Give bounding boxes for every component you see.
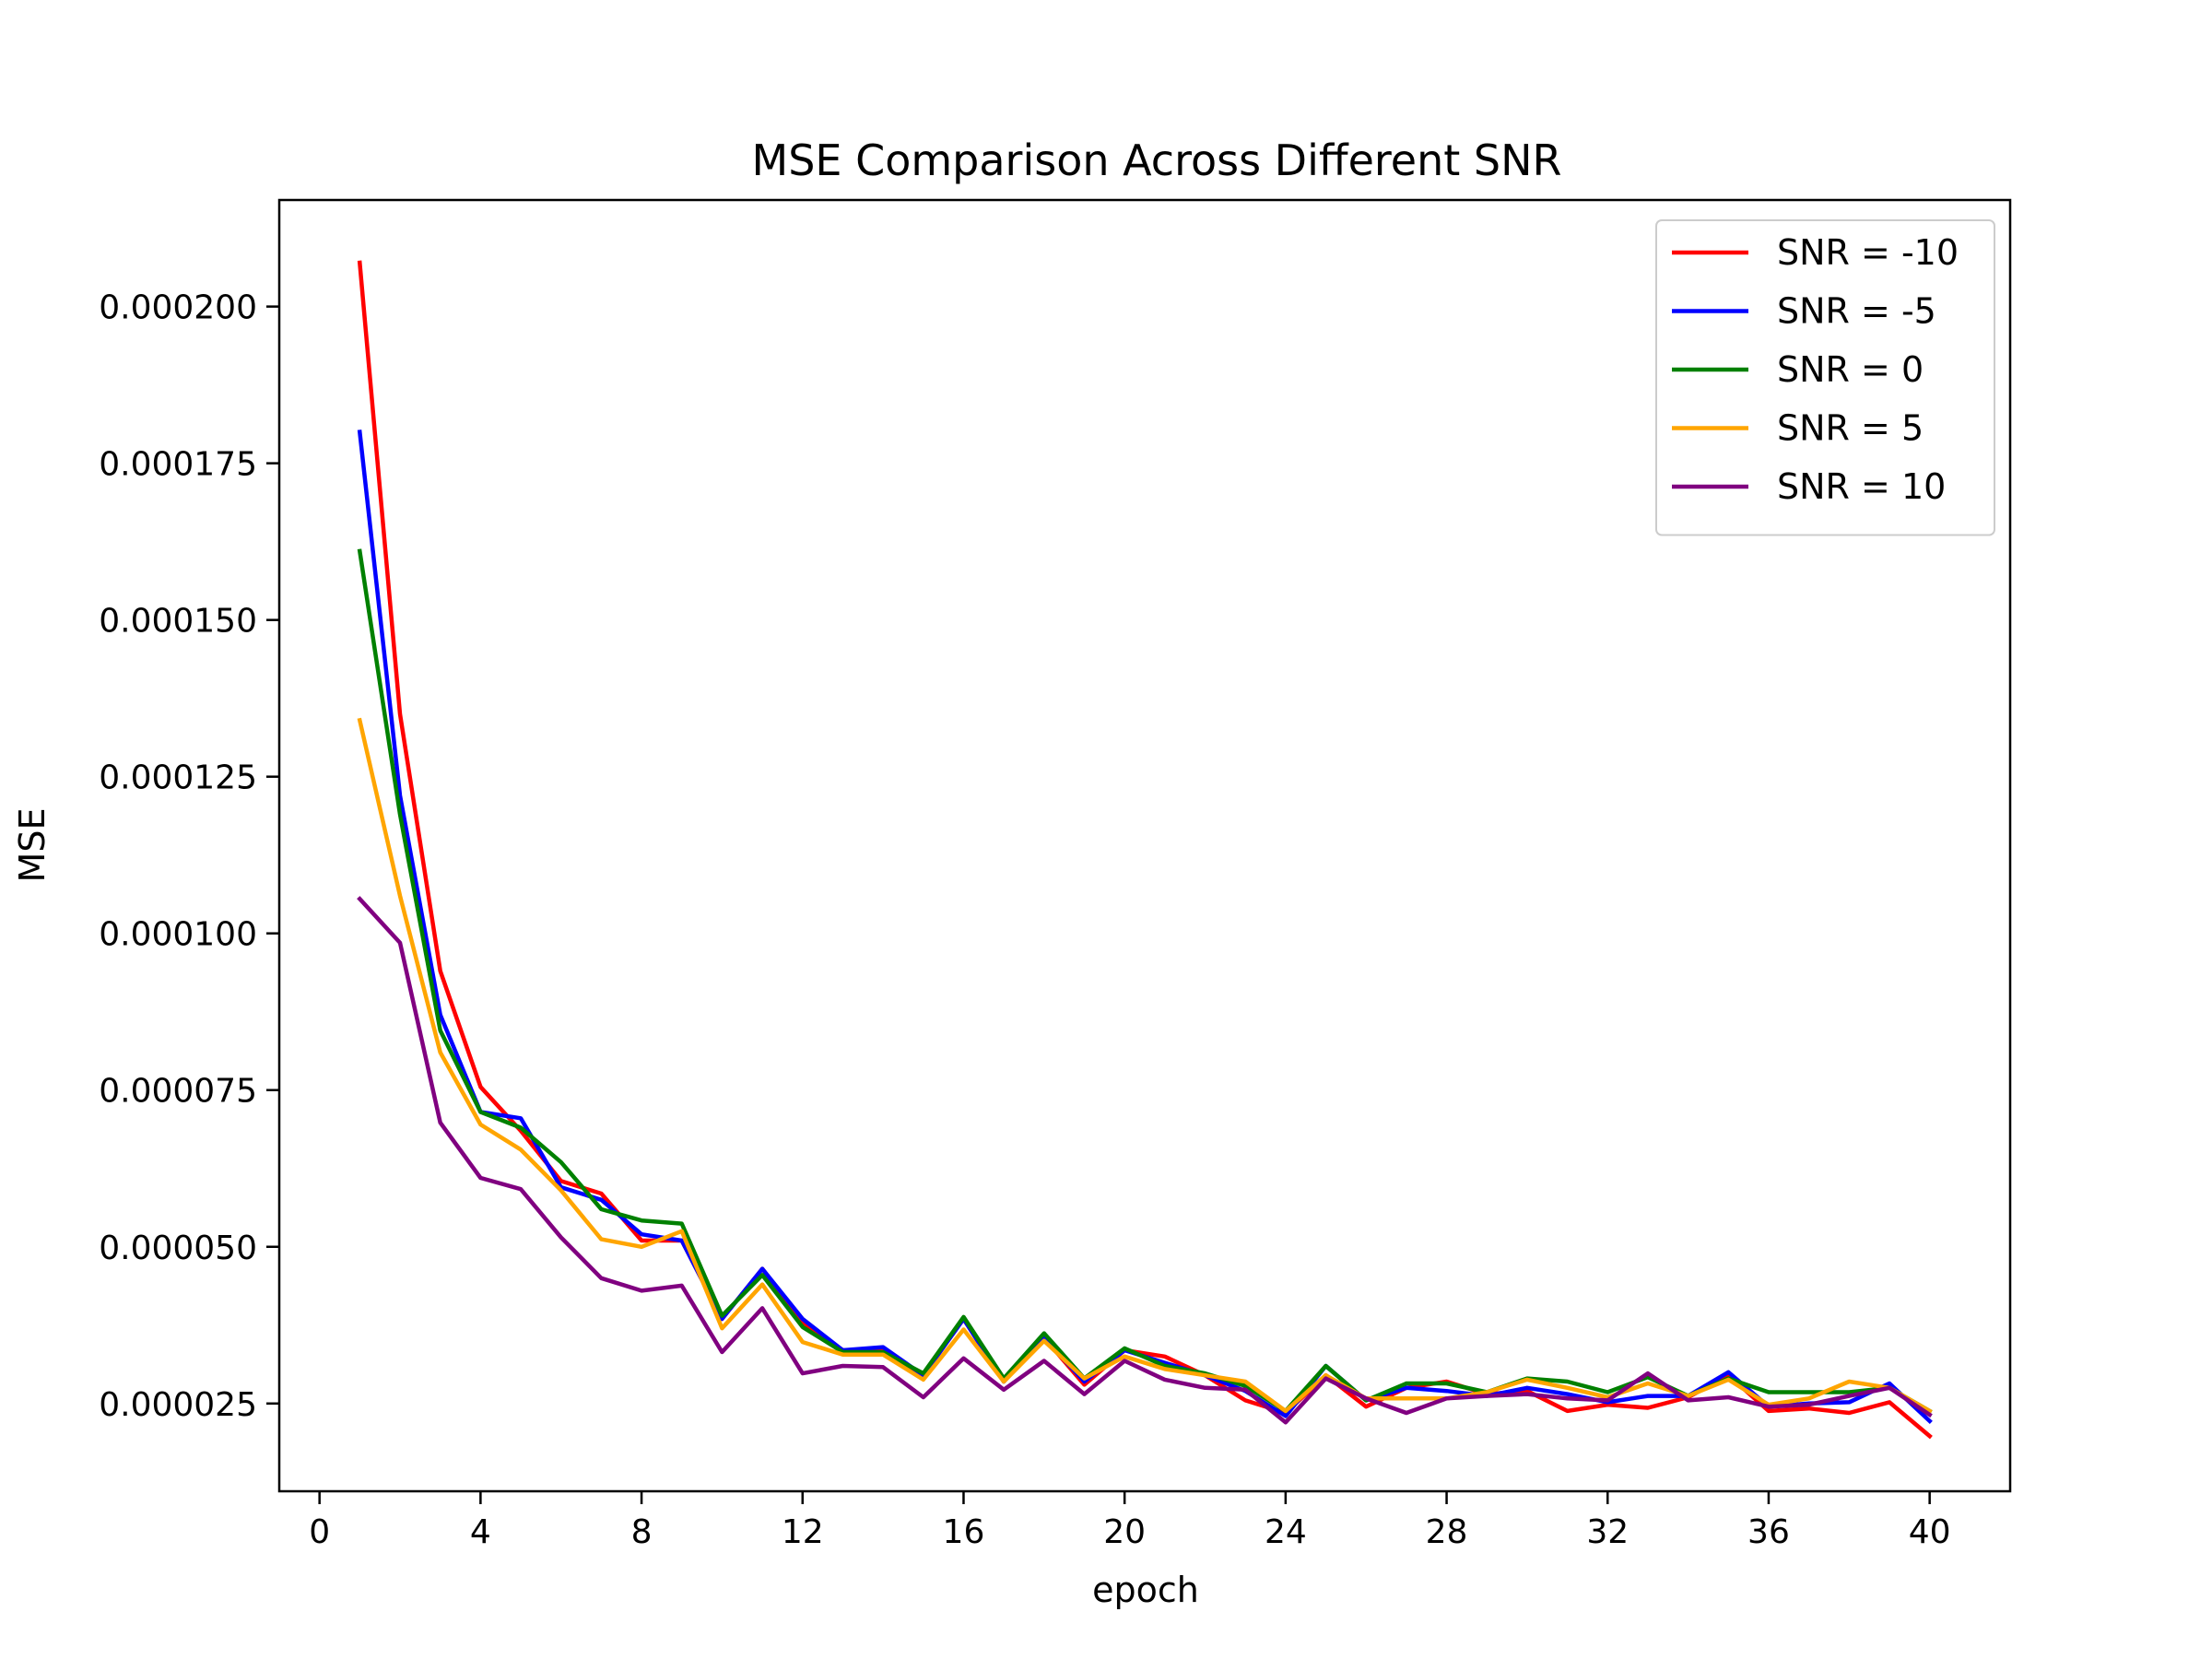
series-line-4 — [357, 896, 1933, 1425]
x-tick-label: 36 — [1747, 1513, 1790, 1551]
legend-label-1: SNR = -5 — [1777, 291, 1936, 332]
legend-label-0: SNR = -10 — [1777, 232, 1959, 273]
x-tick-label: 40 — [1909, 1513, 1951, 1551]
legend-box — [1655, 219, 1995, 536]
legend-label-4: SNR = 10 — [1777, 466, 1946, 507]
x-tick-label: 32 — [1586, 1513, 1629, 1551]
y-tick-label: 0.000075 — [99, 1073, 257, 1111]
y-tick-label: 0.000125 — [99, 759, 257, 797]
legend: SNR = -10 SNR = -5 SNR = 0 SNR = 5 SNR = 10 — [1655, 219, 1995, 536]
x-tick-label: 8 — [631, 1513, 653, 1551]
x-tick-label: 20 — [1103, 1513, 1146, 1551]
legend-label-3: SNR = 5 — [1777, 408, 1924, 449]
x-axis-ticks: 0 4 8 12 16 20 24 28 32 36 40 — [309, 1491, 1951, 1551]
y-tick-label: 0.000050 — [99, 1230, 257, 1267]
plot-frame — [277, 198, 2012, 1493]
y-tick-label: 0.000175 — [99, 446, 257, 484]
series-line-3 — [357, 717, 1933, 1414]
y-tick-label: 0.000100 — [99, 916, 257, 954]
y-axis-ticks: 0.000025 0.000050 0.000075 0.000100 0.000125… — [99, 289, 279, 1424]
y-tick-label: 0.000200 — [99, 289, 257, 327]
x-tick-label: 0 — [309, 1513, 330, 1551]
y-tick-label: 0.000025 — [99, 1386, 257, 1424]
legend-label-2: SNR = 0 — [1777, 349, 1924, 390]
x-tick-label: 28 — [1426, 1513, 1468, 1551]
y-tick-label: 0.000150 — [99, 603, 257, 641]
y-axis-label: MSE — [12, 808, 53, 883]
x-tick-label: 12 — [782, 1513, 824, 1551]
x-tick-label: 4 — [470, 1513, 491, 1551]
x-axis-label: epoch — [1092, 1570, 1199, 1610]
x-tick-label: 16 — [943, 1513, 985, 1551]
chart-title: MSE Comparison Across Different SNR — [752, 135, 1562, 185]
x-tick-label: 24 — [1265, 1513, 1307, 1551]
series-layer — [357, 260, 1933, 1440]
